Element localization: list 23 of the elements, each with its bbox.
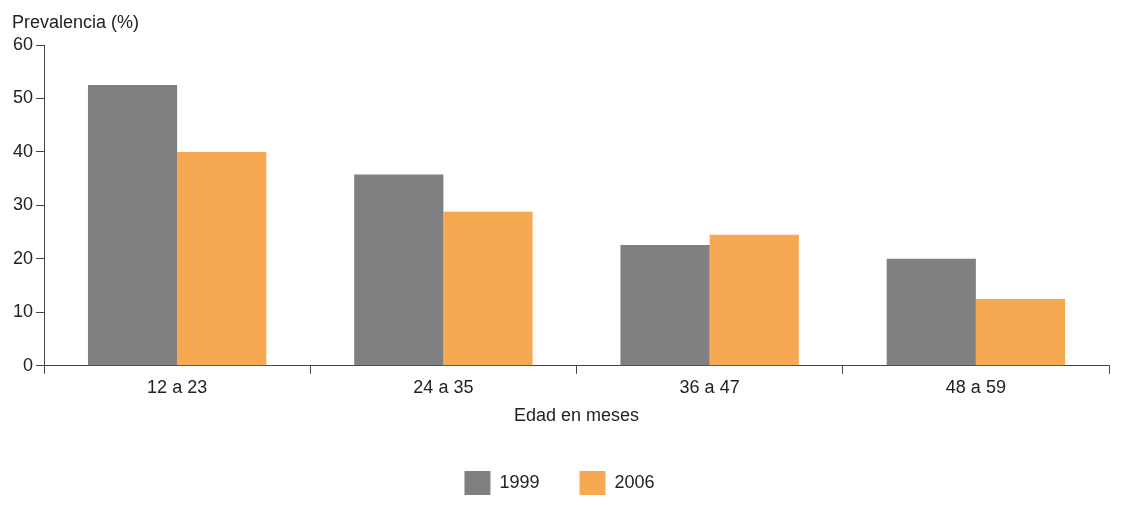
bar [975, 298, 1066, 366]
y-tick-label: 10 [12, 301, 34, 322]
x-tick-label: 24 a 35 [413, 376, 474, 397]
legend-label: 1999 [499, 471, 540, 492]
y-tick-label: 0 [23, 354, 34, 375]
bar [354, 174, 444, 366]
y-tick-label: 60 [12, 33, 34, 54]
y-tick-label: 30 [12, 194, 34, 215]
x-tick-label: 12 a 23 [147, 376, 208, 397]
bar [709, 234, 799, 366]
x-tick-label: 48 a 59 [945, 376, 1006, 397]
x-tick-label: 36 a 47 [679, 376, 740, 397]
y-tick-label: 40 [12, 140, 34, 161]
bar [177, 151, 267, 366]
bar [886, 258, 976, 366]
legend-label: 2006 [614, 471, 655, 492]
bar [443, 211, 533, 366]
y-tick-label: 50 [12, 87, 34, 108]
y-tick-label: 20 [12, 247, 34, 268]
x-axis-title: Edad en meses [513, 405, 640, 426]
bar [87, 85, 178, 366]
bar [620, 244, 710, 366]
y-axis-title: Prevalencia (%) [12, 11, 140, 32]
